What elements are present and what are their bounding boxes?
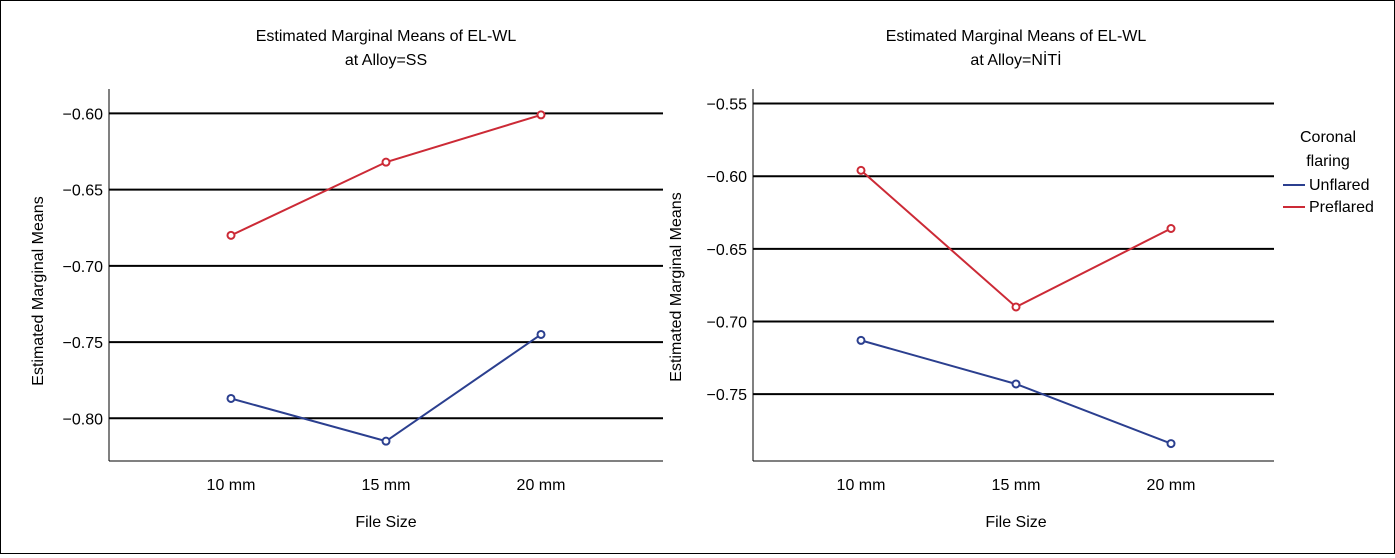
legend-label-preflared: Preflared — [1309, 199, 1374, 216]
y-tick-label: −0.80 — [63, 411, 104, 428]
x-tick-label: 20 mm — [1147, 477, 1196, 494]
legend-title-line1: Coronal — [1300, 129, 1356, 146]
y-tick-label: −0.60 — [707, 169, 748, 186]
chart-title-line1: Estimated Marginal Means of EL-WL — [256, 28, 517, 45]
y-tick-label: −0.65 — [63, 183, 104, 200]
series-line-preflared — [230, 113, 542, 237]
y-tick-label: −0.60 — [63, 106, 104, 123]
x-tick-label: 10 mm — [837, 477, 886, 494]
x-tick-label: 15 mm — [362, 477, 411, 494]
y-tick-label: −0.65 — [707, 242, 748, 259]
data-point-preflared — [1011, 302, 1021, 312]
data-point-unflared — [1166, 439, 1176, 449]
series-line-unflared — [860, 339, 1172, 445]
data-point-preflared — [1166, 224, 1176, 233]
chart-niti: Estimated Marginal Means of EL-WL at All… — [668, 28, 1274, 531]
y-axis-label: Estimated Marginal Means — [668, 192, 685, 381]
y-tick-label: −0.70 — [707, 315, 748, 332]
chart-title-line1: Estimated Marginal Means of EL-WL — [886, 28, 1147, 45]
x-tick-label: 20 mm — [517, 477, 566, 494]
series-line-preflared — [860, 169, 1172, 309]
y-tick-label: −0.75 — [63, 335, 104, 352]
y-tick-label: −0.55 — [707, 97, 748, 114]
chart-ss: Estimated Marginal Means of EL-WL at All… — [30, 28, 663, 531]
data-point-unflared — [536, 329, 546, 339]
data-point-preflared — [856, 165, 866, 175]
legend: Coronal flaring Unflared Preflared — [1283, 129, 1374, 216]
legend-label-unflared: Unflared — [1309, 177, 1369, 194]
x-tick-label: 15 mm — [992, 477, 1041, 494]
x-tick-label: 10 mm — [207, 477, 256, 494]
data-point-preflared — [226, 230, 236, 240]
data-point-unflared — [226, 393, 236, 403]
data-point-unflared — [1011, 379, 1021, 389]
data-point-unflared — [381, 436, 391, 446]
data-point-unflared — [856, 335, 866, 345]
series-line-unflared — [230, 333, 542, 443]
y-axis-label: Estimated Marginal Means — [30, 196, 47, 385]
x-axis-label: File Size — [985, 514, 1046, 531]
chart-title-line2: at Alloy=NİTİ — [970, 50, 1061, 69]
chart-title-line2: at Alloy=SS — [345, 52, 427, 69]
x-axis-label: File Size — [355, 514, 416, 531]
data-point-preflared — [536, 110, 546, 120]
y-tick-label: −0.70 — [63, 259, 104, 276]
y-tick-label: −0.75 — [707, 387, 748, 404]
data-point-preflared — [381, 157, 391, 167]
legend-title-line2: flaring — [1306, 153, 1350, 170]
